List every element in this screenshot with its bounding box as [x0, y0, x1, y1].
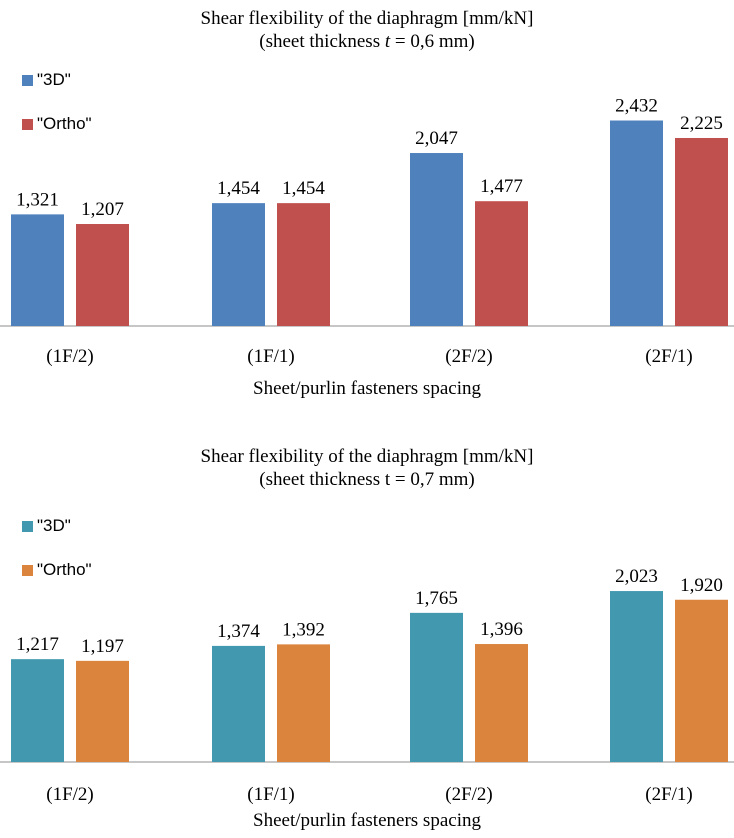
data-label: 1,920 — [680, 575, 723, 596]
x-tick-label: (1F/1) — [247, 346, 295, 367]
legend-label-3d: "3D" — [37, 70, 71, 89]
data-label: 1,217 — [16, 634, 59, 655]
bar-ortho-0 — [76, 660, 129, 762]
legend-item-ortho: "Ortho" — [22, 560, 92, 580]
data-label: 1,374 — [217, 621, 260, 642]
bar-ortho-1 — [277, 203, 330, 326]
data-label: 1,454 — [282, 178, 325, 199]
legend-item-3d: "3D" — [22, 70, 71, 90]
chart-subtitle: (sheet thickness t = 0,6 mm) — [259, 31, 475, 52]
data-label: 1,396 — [480, 619, 523, 640]
bar-ortho-3 — [675, 599, 728, 762]
bar-3d-2 — [410, 612, 463, 762]
legend-swatch-3d — [22, 520, 33, 532]
x-tick-label: (2F/1) — [645, 346, 693, 367]
data-label: 2,432 — [615, 95, 658, 116]
data-label: 2,047 — [415, 128, 458, 149]
chart-thickness-0-7: Shear flexibility of the diaphragm [mm/k… — [0, 438, 734, 838]
x-tick-label: (2F/1) — [645, 784, 693, 805]
bar-ortho-2 — [475, 644, 528, 762]
x-axis-label: Sheet/purlin fasteners spacing — [253, 378, 481, 399]
data-label: 1,477 — [480, 176, 523, 197]
data-label: 1,392 — [282, 619, 325, 640]
legend-label-ortho: "Ortho" — [37, 560, 92, 579]
legend-swatch-ortho — [22, 564, 33, 576]
x-tick-label: (1F/2) — [46, 784, 94, 805]
chart-thickness-0-6: Shear flexibility of the diaphragm [mm/k… — [0, 0, 734, 410]
x-tick-label: (2F/2) — [445, 784, 493, 805]
bar-ortho-0 — [76, 224, 129, 326]
chart-title: Shear flexibility of the diaphragm [mm/k… — [200, 8, 534, 29]
legend-swatch-ortho — [22, 118, 33, 130]
bar-3d-2 — [410, 153, 463, 326]
legend-swatch-3d — [22, 74, 33, 86]
data-label: 1,207 — [81, 199, 124, 220]
bar-3d-0 — [11, 659, 64, 762]
data-label: 1,197 — [81, 636, 124, 657]
data-label: 2,023 — [615, 566, 658, 587]
x-tick-label: (2F/2) — [445, 346, 493, 367]
plot-area: 1,321 1,207 (1F/2) 1,454 1,454 (1F/1) 2,047 1,4… — [0, 95, 734, 367]
legend-label-ortho: "Ortho" — [37, 114, 92, 133]
legend-label-3d: "3D" — [37, 516, 71, 535]
bar-3d-1 — [212, 645, 265, 762]
bar-3d-1 — [212, 203, 265, 326]
data-label: 1,321 — [16, 189, 59, 210]
x-tick-label: (1F/2) — [46, 346, 94, 367]
bar-ortho-3 — [675, 137, 728, 326]
legend-item-3d: "3D" — [22, 516, 71, 536]
chart-subtitle: (sheet thickness t = 0,7 mm) — [259, 469, 475, 490]
data-label: 1,454 — [217, 178, 260, 199]
x-axis-label: Sheet/purlin fasteners spacing — [253, 810, 481, 831]
plot-area: 1,217 1,197 (1F/2) 1,374 1,392 (1F/1) 1,765 1,3… — [0, 566, 734, 805]
legend-item-ortho: "Ortho" — [22, 114, 92, 134]
data-label: 1,765 — [415, 588, 458, 609]
bar-3d-3 — [610, 591, 663, 762]
data-label: 2,225 — [680, 113, 723, 134]
bar-3d-0 — [11, 214, 64, 326]
x-tick-label: (1F/1) — [247, 784, 295, 805]
bar-3d-3 — [610, 120, 663, 326]
chart-title: Shear flexibility of the diaphragm [mm/k… — [200, 446, 534, 467]
bar-ortho-2 — [475, 201, 528, 326]
bar-ortho-1 — [277, 644, 330, 762]
